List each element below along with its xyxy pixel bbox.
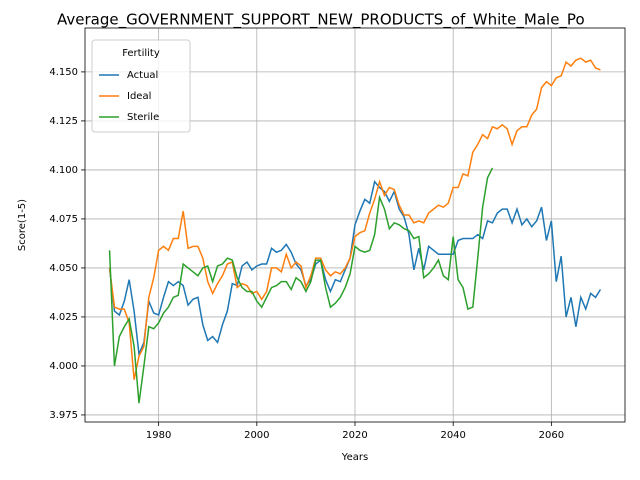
y-tick-label: 4.150 (49, 67, 78, 78)
data-line (108, 57, 601, 380)
legend-box (91, 39, 191, 133)
y-tick-label: 4.025 (49, 312, 78, 323)
y-tick-label: 4.000 (49, 361, 78, 372)
legend-title: Fertility (122, 48, 160, 59)
x-tick-label: 2040 (440, 430, 465, 441)
x-axis-label: Years (341, 452, 368, 463)
y-tick-label: 4.050 (49, 263, 78, 274)
plot-frame (84, 27, 626, 423)
y-axis-label: Score(1-5) (17, 199, 28, 251)
x-tick-label: 2000 (244, 430, 269, 441)
y-tick-label: 4.075 (49, 214, 78, 225)
y-tick-label: 3.975 (49, 410, 78, 421)
data-line (108, 167, 494, 404)
chart-title: Average_GOVERNMENT_SUPPORT_NEW_PRODUCTS_… (57, 11, 585, 30)
x-tick-label: 1980 (146, 430, 171, 441)
x-tick-label: 2060 (539, 430, 564, 441)
legend-label: Ideal (127, 91, 151, 102)
x-tick-label: 2020 (342, 430, 367, 441)
y-tick-label: 4.100 (49, 165, 78, 176)
y-tick-label: 4.125 (49, 116, 78, 127)
data-line (108, 180, 602, 358)
legend: Fertility Actual Ideal Sterile (91, 39, 191, 133)
legend-label: Sterile (127, 112, 159, 123)
legend-label: Actual (127, 70, 158, 81)
